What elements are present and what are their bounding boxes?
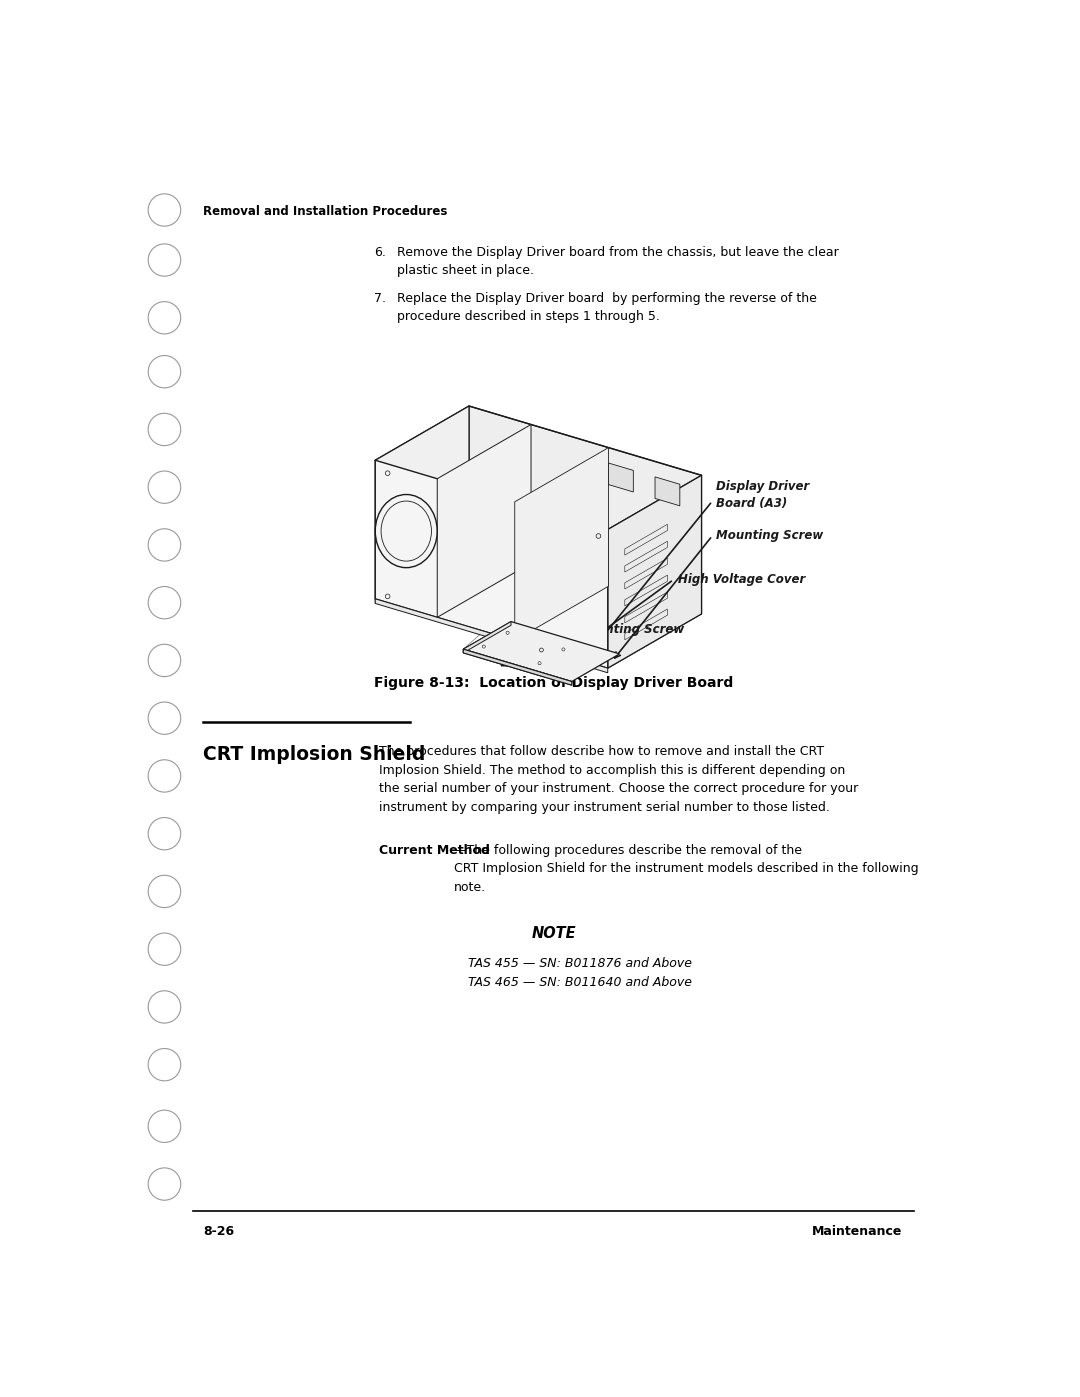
Text: 7.: 7. bbox=[374, 292, 386, 306]
Text: Current Method: Current Method bbox=[379, 844, 490, 856]
Text: Mounting Screw: Mounting Screw bbox=[716, 529, 824, 542]
Text: 6.: 6. bbox=[374, 246, 386, 260]
Text: Maintenance: Maintenance bbox=[812, 1225, 902, 1238]
Text: The procedures that follow describe how to remove and install the CRT
Implosion : The procedures that follow describe how … bbox=[379, 745, 859, 813]
Text: —The following procedures describe the removal of the
CRT Implosion Shield for t: —The following procedures describe the r… bbox=[454, 844, 918, 894]
Text: Figure 8-13:  Location of Display Driver Board: Figure 8-13: Location of Display Driver … bbox=[374, 676, 733, 690]
Polygon shape bbox=[474, 630, 573, 669]
Polygon shape bbox=[375, 460, 608, 668]
Polygon shape bbox=[375, 407, 469, 599]
Text: High Voltage Cover: High Voltage Cover bbox=[677, 573, 805, 587]
Polygon shape bbox=[463, 650, 571, 685]
Polygon shape bbox=[375, 545, 702, 668]
Text: 8-26: 8-26 bbox=[203, 1225, 234, 1238]
Polygon shape bbox=[375, 545, 469, 604]
Text: NOTE: NOTE bbox=[531, 926, 576, 942]
Polygon shape bbox=[375, 599, 608, 673]
Text: CRT Implosion Shield: CRT Implosion Shield bbox=[203, 745, 426, 764]
Text: Replace the Display Driver board  by performing the reverse of the
procedure des: Replace the Display Driver board by perf… bbox=[397, 292, 816, 323]
Polygon shape bbox=[437, 425, 531, 617]
Polygon shape bbox=[474, 630, 504, 657]
Text: TAS 455 — SN: B011876 and Above: TAS 455 — SN: B011876 and Above bbox=[469, 957, 692, 970]
Text: Display Driver
Board (A3): Display Driver Board (A3) bbox=[716, 481, 810, 510]
Polygon shape bbox=[463, 650, 571, 685]
Polygon shape bbox=[515, 447, 608, 640]
Polygon shape bbox=[463, 622, 511, 652]
Text: TAS 465 — SN: B011640 and Above: TAS 465 — SN: B011640 and Above bbox=[469, 977, 692, 989]
Polygon shape bbox=[463, 622, 620, 682]
Text: Remove the Display Driver board from the chassis, but leave the clear
plastic sh: Remove the Display Driver board from the… bbox=[397, 246, 839, 277]
Text: Mounting Screw: Mounting Screw bbox=[577, 623, 684, 636]
Polygon shape bbox=[608, 462, 633, 492]
Text: Removal and Installation Procedures: Removal and Installation Procedures bbox=[203, 204, 447, 218]
Polygon shape bbox=[474, 648, 542, 676]
Polygon shape bbox=[656, 476, 679, 506]
Polygon shape bbox=[469, 407, 702, 613]
Polygon shape bbox=[608, 475, 702, 668]
